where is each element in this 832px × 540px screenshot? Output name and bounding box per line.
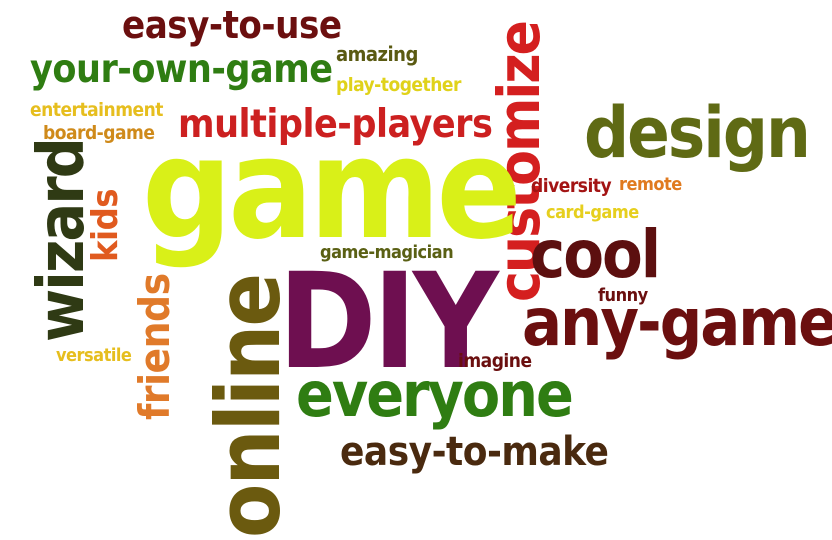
word-card-game: card-game	[546, 202, 639, 223]
word-entertainment: entertainment	[30, 99, 163, 121]
word-everyone: everyone	[296, 358, 574, 431]
word-game-magician: game-magician	[320, 242, 454, 263]
word-board-game: board-game	[43, 122, 155, 144]
word-DIY: DIY	[278, 245, 499, 399]
word-multiple-players: multiple-players	[178, 102, 493, 147]
word-easy-to-make: easy-to-make	[340, 429, 609, 475]
word-versatile: versatile	[56, 345, 132, 366]
word-cool: cool	[530, 216, 661, 293]
word-imagine: imagine	[458, 350, 532, 372]
word-easy-to-use: easy-to-use	[122, 3, 342, 47]
word-play-together: play-together	[336, 74, 461, 96]
word-funny: funny	[598, 285, 648, 306]
word-design: design	[584, 92, 811, 174]
word-kids: kids	[85, 188, 126, 262]
word-game: game	[142, 108, 522, 271]
word-friends: friends	[130, 273, 179, 420]
word-any-game: any-game	[522, 284, 832, 361]
word-diversity: diversity	[531, 175, 612, 197]
word-amazing: amazing	[336, 42, 418, 66]
word-your-own-game: your-own-game	[30, 47, 333, 92]
word-remote: remote	[619, 174, 682, 195]
